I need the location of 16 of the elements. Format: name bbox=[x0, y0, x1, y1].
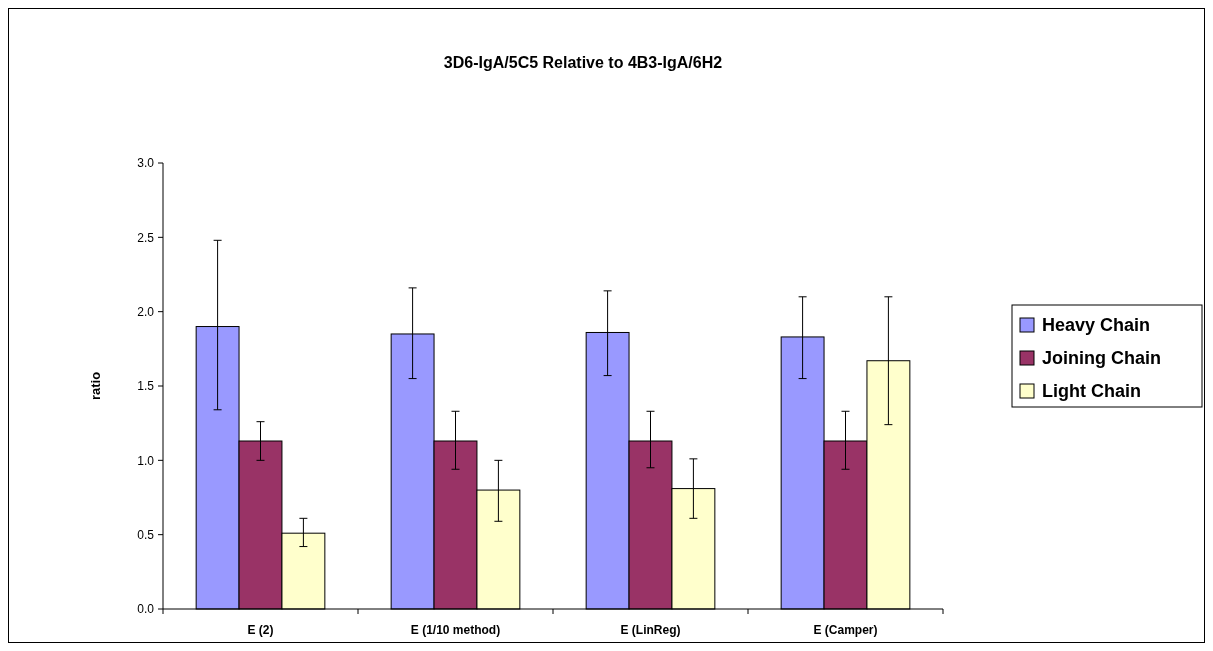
y-tick-label: 2.5 bbox=[137, 230, 155, 245]
y-tick-label: 2.0 bbox=[137, 304, 155, 319]
legend-label: Light Chain bbox=[1042, 381, 1141, 402]
y-axis-title: ratio bbox=[88, 371, 103, 401]
y-tick-label: 0.0 bbox=[137, 602, 155, 617]
x-tick-label: E (1/10 method) bbox=[410, 623, 501, 637]
y-tick-label: 1.5 bbox=[137, 379, 155, 394]
y-tick-label: 3.0 bbox=[137, 156, 155, 171]
legend-label: Joining Chain bbox=[1042, 348, 1161, 369]
x-tick-label: E (Camper) bbox=[813, 623, 878, 637]
x-tick-label: E (2) bbox=[247, 623, 274, 637]
y-tick-label: 0.5 bbox=[137, 527, 155, 542]
chart-title: 3D6-IgA/5C5 Relative to 4B3-IgA/6H2 bbox=[443, 54, 723, 71]
y-tick-label: 1.0 bbox=[137, 453, 155, 468]
x-tick-label: E (LinReg) bbox=[620, 623, 681, 637]
legend-label: Heavy Chain bbox=[1042, 315, 1151, 336]
